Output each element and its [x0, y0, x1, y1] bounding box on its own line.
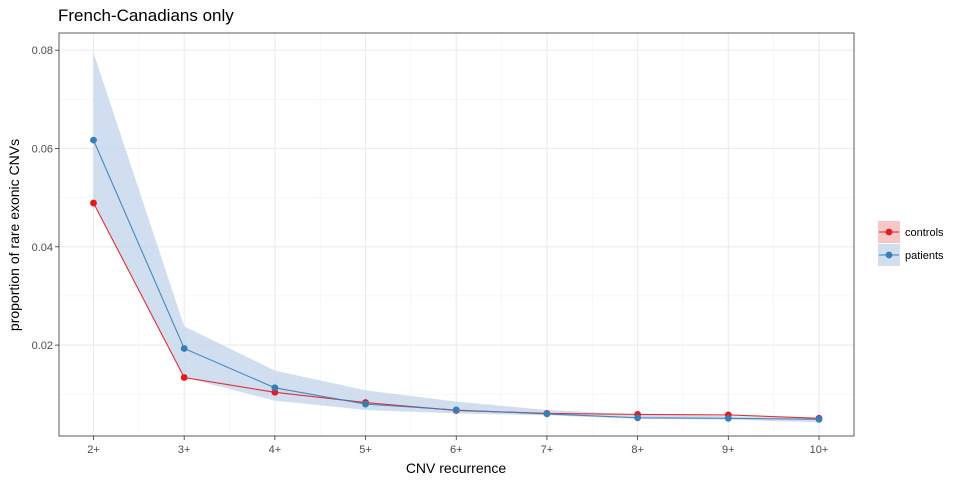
- legend: controls patients: [878, 221, 944, 266]
- chart-title: French-Canadians only: [58, 6, 234, 25]
- point-controls: [180, 374, 188, 381]
- point-patients: [271, 384, 279, 392]
- y-axis-title: proportion of rare exonic CNVs: [6, 139, 22, 331]
- x-tick-label: 2+: [87, 444, 100, 456]
- x-tick-label: 8+: [631, 444, 644, 456]
- point-patients: [452, 406, 460, 414]
- point-patients: [815, 415, 823, 423]
- point-patients: [362, 400, 369, 408]
- y-axis: 0.02 0.04 0.06 0.08: [32, 45, 59, 352]
- point-patients: [634, 414, 642, 422]
- legend-key-point-patients: [885, 251, 893, 259]
- legend-label-controls: controls: [905, 227, 944, 239]
- y-tick-label: 0.08: [32, 45, 53, 57]
- x-tick-label: 5+: [359, 444, 372, 456]
- y-tick-label: 0.04: [32, 242, 53, 254]
- point-patients: [543, 410, 551, 418]
- y-tick-label: 0.02: [32, 340, 53, 352]
- x-axis-title: CNV recurrence: [406, 460, 507, 476]
- legend-key-point-controls: [885, 228, 893, 236]
- x-axis: 2+ 3+ 4+ 5+ 6+ 7+ 8+ 9+ 10+: [87, 436, 828, 456]
- series-points: [90, 136, 823, 423]
- y-tick-label: 0.06: [32, 143, 53, 155]
- x-tick-label: 10+: [810, 444, 829, 456]
- x-tick-label: 9+: [722, 444, 735, 456]
- legend-label-patients: patients: [905, 250, 944, 262]
- x-tick-label: 6+: [450, 444, 463, 456]
- point-patients: [724, 414, 732, 422]
- x-tick-label: 3+: [178, 444, 191, 456]
- point-controls: [90, 199, 97, 207]
- x-tick-label: 7+: [541, 444, 554, 456]
- x-tick-label: 4+: [269, 444, 282, 456]
- point-patients: [90, 136, 97, 144]
- point-patients: [180, 345, 188, 352]
- grid-major: [59, 33, 854, 436]
